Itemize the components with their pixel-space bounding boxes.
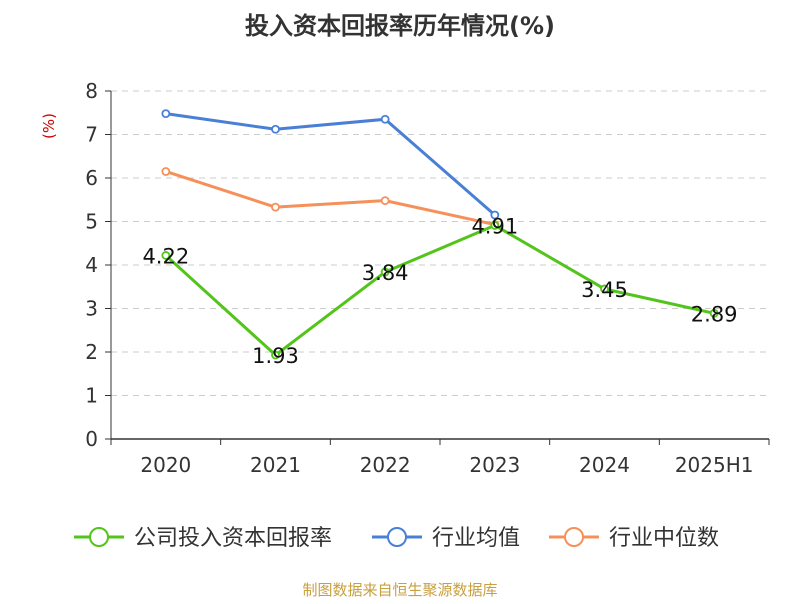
legend-item[interactable]: 行业均值 bbox=[372, 526, 520, 551]
data-label: 4.22 bbox=[142, 244, 189, 268]
y-axis-label: (%) bbox=[40, 113, 58, 139]
legend-label: 行业均值 bbox=[432, 526, 520, 551]
y-tick-label: 7 bbox=[85, 123, 98, 147]
legend-item[interactable]: 行业中位数 bbox=[549, 526, 719, 551]
series-line bbox=[164, 169, 497, 227]
legend-circle-marker bbox=[564, 527, 584, 547]
data-point bbox=[161, 251, 171, 260]
y-tick-label: 6 bbox=[85, 166, 98, 190]
data-point bbox=[271, 350, 280, 360]
x-tick-label: 2024 bbox=[579, 453, 630, 477]
data-point bbox=[600, 284, 609, 294]
data-point bbox=[271, 202, 280, 212]
y-tick-label: 4 bbox=[85, 253, 98, 277]
data-label: 2.89 bbox=[691, 302, 738, 326]
y-tick-label: 2 bbox=[85, 340, 98, 364]
series-lines bbox=[161, 109, 719, 360]
data-label: 3.45 bbox=[581, 278, 628, 302]
data-point bbox=[161, 167, 171, 176]
series-line bbox=[164, 112, 497, 217]
data-point bbox=[490, 210, 500, 220]
legend-label: 行业中位数 bbox=[609, 526, 719, 551]
data-point bbox=[271, 124, 280, 134]
legend-label: 公司投入资本回报率 bbox=[134, 526, 332, 551]
data-labels: 4.22 1.93 3.84 4.91 3.45 2.89 bbox=[142, 214, 737, 368]
legend-circle-marker bbox=[89, 527, 109, 547]
legend: 公司投入资本回报率 行业均值 行业中位数 bbox=[74, 526, 719, 551]
data-label: 3.84 bbox=[362, 261, 409, 285]
x-tick-label: 2025H1 bbox=[675, 453, 754, 477]
data-point bbox=[380, 196, 390, 206]
data-point bbox=[709, 308, 719, 318]
y-tick-label: 1 bbox=[85, 384, 98, 408]
y-tick-label: 5 bbox=[85, 210, 98, 234]
x-tick-label: 2021 bbox=[250, 453, 301, 477]
data-label: 1.93 bbox=[252, 344, 299, 368]
x-tick-label: 2023 bbox=[469, 453, 520, 477]
y-tick-label: 8 bbox=[85, 79, 98, 103]
x-tick-label: 2022 bbox=[360, 453, 411, 477]
legend-item[interactable]: 公司投入资本回报率 bbox=[74, 526, 332, 551]
data-point bbox=[490, 221, 500, 230]
x-tick-label: 2020 bbox=[140, 453, 191, 477]
y-tick-label: 3 bbox=[85, 297, 98, 321]
data-point bbox=[380, 114, 390, 124]
axes: 0 1 2 3 4 5 6 7 8 2020 2021 2022 2023 2024 2025H1 bbox=[85, 79, 770, 477]
data-point bbox=[161, 109, 171, 119]
legend-circle-marker bbox=[387, 527, 407, 547]
y-tick-label: 0 bbox=[85, 427, 98, 451]
data-label: 4.91 bbox=[471, 214, 518, 238]
data-point bbox=[380, 267, 390, 277]
source-note: 制图数据来自恒生聚源数据库 bbox=[302, 581, 497, 599]
chart-title: 投入资本回报率历年情况(%) bbox=[245, 12, 555, 40]
grid-lines bbox=[111, 90, 769, 396]
series-line bbox=[164, 223, 716, 357]
